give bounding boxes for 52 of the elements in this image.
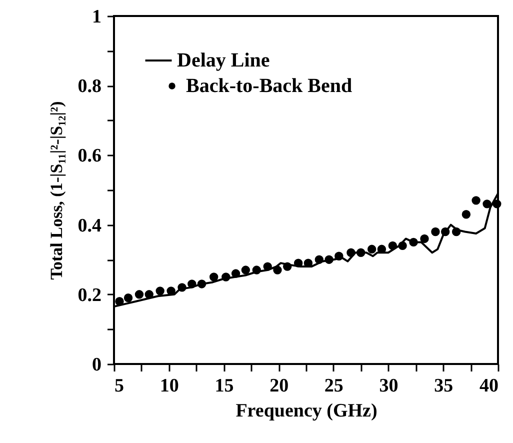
point	[388, 241, 398, 250]
point	[263, 262, 272, 271]
x-tick-label: 25	[324, 376, 344, 396]
point	[144, 290, 154, 299]
point	[178, 283, 186, 292]
x-tick-label: 10	[160, 376, 179, 396]
point	[115, 297, 124, 306]
y-tick-label: 0.6	[78, 146, 102, 167]
point	[431, 227, 440, 236]
point	[134, 290, 144, 299]
point	[346, 248, 356, 257]
point	[273, 266, 282, 274]
x-tick-label: 35	[434, 376, 454, 396]
point	[124, 294, 133, 302]
point	[241, 266, 250, 274]
point	[252, 266, 261, 274]
point	[156, 286, 164, 296]
x-tick-label: 5	[114, 376, 124, 396]
y-tick-label: 0.8	[78, 76, 102, 98]
point	[209, 272, 218, 282]
point	[482, 200, 492, 208]
point	[462, 210, 471, 219]
x-axis-title: Frequency (GHz)	[236, 400, 378, 422]
point	[334, 252, 344, 260]
point	[440, 227, 450, 236]
point	[314, 255, 324, 264]
point	[294, 258, 303, 268]
y-tick-label: 0.4	[78, 215, 102, 236]
point	[222, 272, 230, 282]
legend-label: Back-to-Back Bend	[186, 75, 352, 97]
y-tick-label: 1	[92, 6, 102, 28]
point	[231, 269, 240, 278]
point	[452, 227, 461, 236]
x-tick-label: 20	[270, 376, 289, 396]
y-tick-label: 0.2	[78, 284, 102, 306]
point	[282, 262, 292, 271]
point	[188, 280, 196, 288]
point	[367, 244, 376, 254]
point	[472, 196, 480, 205]
point	[324, 255, 334, 264]
x-tick-label: 15	[214, 376, 234, 396]
point	[492, 200, 502, 208]
y-axis-title: Total Loss, (1-|S₁₁|²-|S₁₂|²)	[46, 101, 66, 280]
x-tick-label: 40	[480, 376, 498, 396]
point	[398, 241, 407, 250]
point	[409, 238, 418, 247]
y-tick-label: 0	[92, 354, 102, 376]
x-tick-label: 30	[379, 376, 398, 396]
point	[420, 234, 429, 244]
point	[356, 248, 366, 257]
point	[197, 280, 206, 288]
legend-label: Delay Line	[177, 50, 270, 72]
